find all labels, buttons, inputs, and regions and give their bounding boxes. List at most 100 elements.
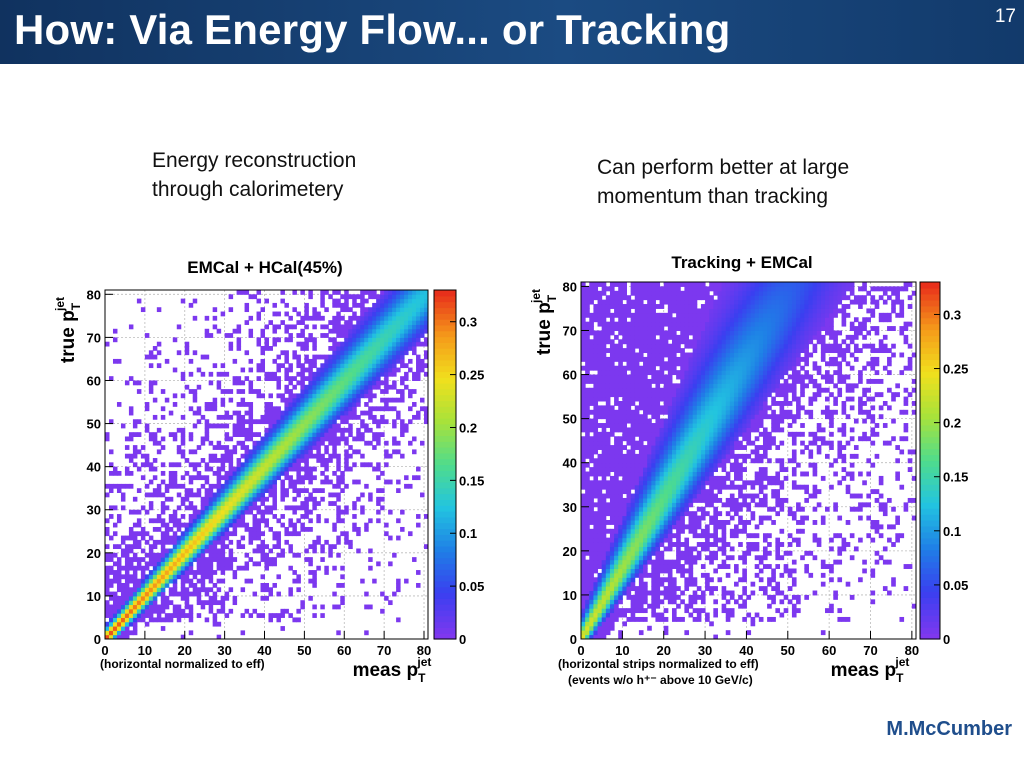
heatmap-cell: [188, 613, 194, 618]
heatmap-cell: [112, 578, 118, 584]
heatmap-cell: [232, 595, 238, 601]
heatmap-cell: [112, 574, 118, 580]
heatmap-cell: [232, 475, 238, 481]
heatmap-cell: [288, 427, 293, 433]
heatmap-cell: [412, 324, 417, 330]
heatmap-cell: [729, 497, 735, 503]
heatmap-cell: [276, 436, 281, 442]
heatmap-cell: [688, 453, 694, 459]
heatmap-cell: [336, 320, 341, 325]
heatmap-cell: [272, 582, 277, 588]
heatmap-cell: [264, 518, 269, 524]
heatmap-cell: [589, 480, 594, 486]
heatmap-cell: [216, 505, 222, 511]
heatmap-cell: [312, 341, 317, 347]
heatmap-cell: [208, 458, 214, 463]
heatmap-cell: [212, 496, 218, 502]
heatmap-cell: [228, 561, 234, 567]
heatmap-cell: [696, 550, 702, 556]
heatmap-cell: [108, 557, 114, 562]
heatmap-cell: [228, 608, 234, 614]
heatmap-cell: [655, 594, 661, 600]
heatmap-cell: [618, 497, 623, 503]
heatmap-cell: [597, 542, 603, 547]
heatmap-cell: [882, 586, 888, 592]
heatmap-cell: [663, 594, 669, 600]
heatmap-cell: [372, 307, 377, 313]
heatmap-cell: [192, 587, 198, 593]
heatmap-cell: [593, 550, 599, 556]
heatmap-cell: [344, 298, 349, 304]
heatmap-cell: [240, 440, 246, 446]
heatmap-cell: [260, 307, 266, 313]
heatmap-cell: [320, 290, 325, 295]
heatmap-cell: [630, 572, 636, 578]
heatmap-cell: [172, 604, 178, 610]
heatmap-cell: [858, 493, 863, 499]
heatmap-cell: [605, 462, 611, 468]
heatmap-cell: [605, 506, 611, 512]
heatmap-cell: [659, 528, 665, 534]
heatmap-cell: [609, 520, 615, 525]
heatmap-cell: [256, 419, 262, 425]
heatmap-cell: [614, 537, 619, 543]
heatmap-cell: [808, 462, 814, 468]
heatmap-cell: [609, 502, 615, 508]
heatmap-cell: [626, 568, 632, 574]
heatmap-cell: [416, 514, 421, 519]
heatmap-cell: [284, 311, 289, 317]
heatmap-cell: [240, 509, 246, 515]
heatmap-cell: [188, 462, 194, 468]
heatmap-cell: [862, 436, 867, 442]
heatmap-cell: [593, 603, 599, 609]
heatmap-cell: [609, 453, 615, 459]
heatmap-cell: [328, 453, 333, 459]
heatmap-cell: [388, 561, 393, 567]
heatmap-cell: [655, 550, 661, 556]
heatmap-cell: [300, 505, 305, 511]
heatmap-cell: [626, 467, 632, 473]
heatmap-cell: [164, 557, 170, 562]
heatmap-cell: [903, 427, 909, 433]
heatmap-cell: [808, 493, 814, 499]
heatmap-cell: [618, 423, 623, 428]
heatmap-cell: [688, 564, 694, 569]
heatmap-cell: [336, 483, 341, 489]
heatmap-cell: [284, 505, 289, 511]
heatmap-cell: [220, 414, 226, 420]
heatmap-cell: [148, 384, 154, 390]
heatmap-cell: [188, 557, 194, 562]
heatmap-cell: [750, 427, 756, 433]
heatmap-cell: [284, 324, 289, 330]
heatmap-cell: [729, 440, 735, 446]
heatmap-cell: [609, 458, 615, 464]
heatmap-cell: [725, 440, 731, 446]
heatmap-cell: [384, 363, 389, 369]
heatmap-cell: [696, 449, 702, 455]
heatmap-cell: [308, 570, 313, 575]
heatmap-cell: [643, 458, 648, 464]
heatmap-cell: [396, 397, 401, 403]
heatmap-cell: [758, 453, 764, 459]
heatmap-cell: [348, 427, 353, 433]
heatmap-cell: [264, 298, 269, 304]
heatmap-cell: [260, 544, 266, 550]
heatmap-cell: [721, 427, 727, 433]
heatmap-cell: [696, 497, 702, 503]
heatmap-cell: [368, 320, 373, 325]
heatmap-cell: [424, 410, 428, 416]
heatmap-cell: [220, 496, 226, 502]
heatmap-cell: [837, 427, 843, 433]
heatmap-cell: [376, 337, 381, 343]
heatmap-cell: [812, 467, 818, 473]
heatmap-cell: [132, 380, 138, 386]
heatmap-cell: [713, 599, 718, 605]
heatmap-cell: [360, 376, 365, 381]
heatmap-cell: [264, 557, 269, 562]
heatmap-cell: [172, 578, 178, 584]
heatmap-cell: [108, 470, 114, 476]
heatmap-cell: [116, 544, 122, 550]
heatmap-cell: [651, 449, 656, 455]
heatmap-cell: [256, 367, 262, 373]
heatmap-cell: [384, 453, 389, 459]
